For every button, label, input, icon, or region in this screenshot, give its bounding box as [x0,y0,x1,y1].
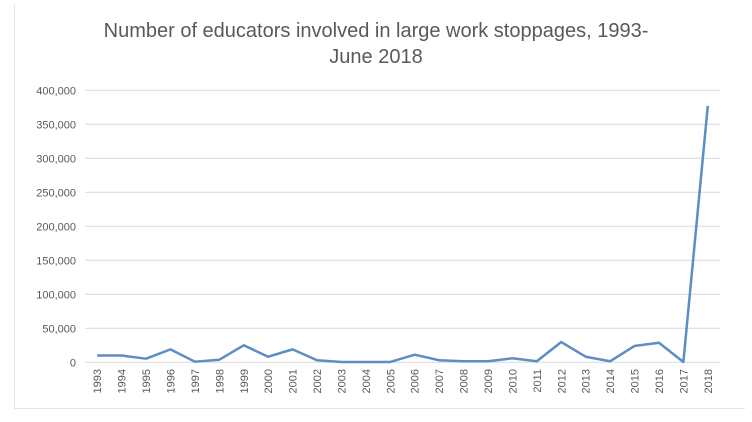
x-tick-label: 2004 [361,369,373,393]
x-tick-label: 2009 [483,369,495,393]
x-tick-label: 1998 [214,369,226,393]
x-tick-label: 2000 [263,369,275,393]
x-tick-label: 2012 [556,369,568,393]
x-tick-label: 2015 [630,369,642,393]
y-tick-label: 400,000 [36,85,76,97]
x-tick-label: 2008 [459,369,471,393]
x-tick-label: 1999 [239,369,251,393]
x-tick-label: 1997 [190,369,202,393]
x-tick-label: 2006 [410,369,422,393]
x-tick-label: 1996 [165,369,177,393]
chart-title-line-1: Number of educators involved in large wo… [103,20,649,42]
y-tick-label: 350,000 [36,119,76,131]
y-tick-label: 100,000 [36,289,76,301]
series-line [97,105,710,364]
x-tick-label: 2007 [434,369,446,393]
x-tick-label: 1993 [92,369,104,393]
x-tick-label: 2016 [654,369,666,393]
x-tick-label: 2010 [507,369,519,393]
y-tick-label: 200,000 [36,221,76,233]
x-tick-label: 2001 [288,369,300,393]
x-tick-label: 2003 [336,369,348,393]
y-tick-label: 250,000 [36,187,76,199]
y-tick-label: 150,000 [36,255,76,267]
y-tick-label: 0 [70,357,76,369]
x-tick-label: 1995 [141,369,153,393]
x-tick-label: 2013 [581,369,593,393]
x-tick-label: 2011 [532,369,544,393]
y-tick-label: 50,000 [42,323,76,335]
x-tick-label: 2018 [703,369,715,393]
y-tick-label: 300,000 [36,153,76,165]
x-tick-label: 2002 [312,369,324,393]
chart-frame [14,4,745,409]
x-tick-label: 2017 [678,369,690,393]
x-tick-label: 2014 [605,369,617,393]
x-tick-label: 1994 [117,369,129,393]
chart-title-line-2: June 2018 [329,46,423,68]
x-tick-label: 2005 [385,369,397,393]
